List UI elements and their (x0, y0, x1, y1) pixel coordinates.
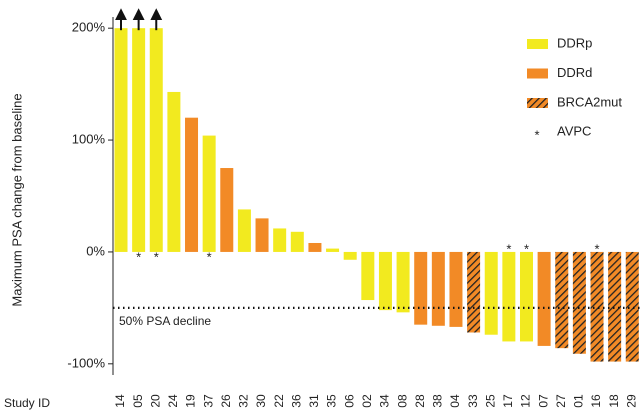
bar (290, 231, 304, 252)
y-tick-label: 0% (86, 243, 105, 258)
bar (343, 251, 357, 260)
x-axis-label: Study ID (4, 396, 50, 410)
x-tick-label: 16 (589, 394, 603, 408)
legend-swatch (527, 39, 548, 49)
legend-label: BRCA2mut (557, 94, 622, 109)
x-tick-label: 31 (307, 394, 321, 408)
bar (220, 168, 234, 252)
x-tick-label: 02 (360, 394, 374, 408)
legend-label: DDRd (557, 65, 592, 80)
x-tick-label: 14 (113, 394, 127, 408)
reference-label: 50% PSA decline (119, 314, 211, 328)
avpc-marker: * (594, 241, 599, 256)
bar (431, 251, 445, 326)
y-tick-label: -100% (67, 355, 105, 370)
bar (255, 218, 269, 252)
bar (484, 251, 498, 335)
x-tick-label: 36 (289, 394, 303, 408)
bar (167, 91, 181, 252)
x-tick-label: 28 (413, 394, 427, 408)
bar (572, 251, 586, 354)
bar (202, 135, 216, 252)
legend-swatch (527, 98, 548, 108)
bar (502, 251, 516, 342)
bar (273, 228, 287, 252)
avpc-marker: * (524, 241, 529, 256)
x-tick-label: 24 (166, 394, 180, 408)
avpc-marker: * (207, 249, 212, 264)
x-tick-label: 17 (501, 394, 515, 408)
x-tick-label: 08 (395, 394, 409, 408)
x-tick-label: 30 (254, 394, 268, 408)
x-tick-label: 34 (378, 394, 392, 408)
x-tick-label: 32 (237, 394, 251, 408)
avpc-marker: * (154, 249, 159, 264)
bar (590, 251, 604, 362)
bar (608, 251, 622, 362)
x-tick-label: 29 (624, 394, 638, 408)
bar (114, 28, 128, 252)
bar (326, 248, 340, 252)
avpc-marker: * (506, 241, 511, 256)
bar (185, 117, 199, 252)
bar (396, 251, 410, 313)
x-tick-label: 37 (201, 394, 215, 408)
x-tick-label: 01 (572, 394, 586, 408)
x-tick-label: 25 (483, 394, 497, 408)
x-tick-label: 18 (607, 394, 621, 408)
bar (361, 251, 375, 301)
x-tick-label: 35 (325, 394, 339, 408)
bar (625, 251, 639, 362)
bar (449, 251, 463, 327)
x-tick-label: 20 (148, 394, 162, 408)
bar (467, 251, 481, 333)
legend-swatch (527, 68, 548, 79)
x-tick-label: 06 (342, 394, 356, 408)
x-tick-label: 07 (536, 394, 550, 408)
x-tick-label: 05 (131, 394, 145, 408)
x-tick-label: 19 (184, 394, 198, 408)
y-axis-label: Maximum PSA change from baseline (9, 93, 24, 306)
bar (378, 251, 392, 311)
x-tick-label: 27 (554, 394, 568, 408)
x-tick-label: 12 (519, 394, 533, 408)
bar (537, 251, 551, 346)
legend-label: AVPC (557, 123, 591, 138)
bar (519, 251, 533, 342)
legend-label: DDRp (557, 35, 592, 50)
y-tick-label: 200% (72, 20, 106, 35)
bar (132, 28, 146, 252)
bar (555, 251, 569, 349)
avpc-marker: * (136, 249, 141, 264)
y-tick-label: 100% (72, 132, 106, 147)
x-tick-label: 26 (219, 394, 233, 408)
x-tick-label: 22 (272, 394, 286, 408)
bar (149, 28, 163, 252)
bar (308, 242, 322, 252)
bar (414, 251, 428, 325)
bar (237, 209, 251, 252)
x-tick-label: 04 (448, 394, 462, 408)
legend-marker: * (534, 127, 539, 142)
x-tick-label: 33 (466, 394, 480, 408)
x-tick-label: 38 (431, 394, 445, 408)
